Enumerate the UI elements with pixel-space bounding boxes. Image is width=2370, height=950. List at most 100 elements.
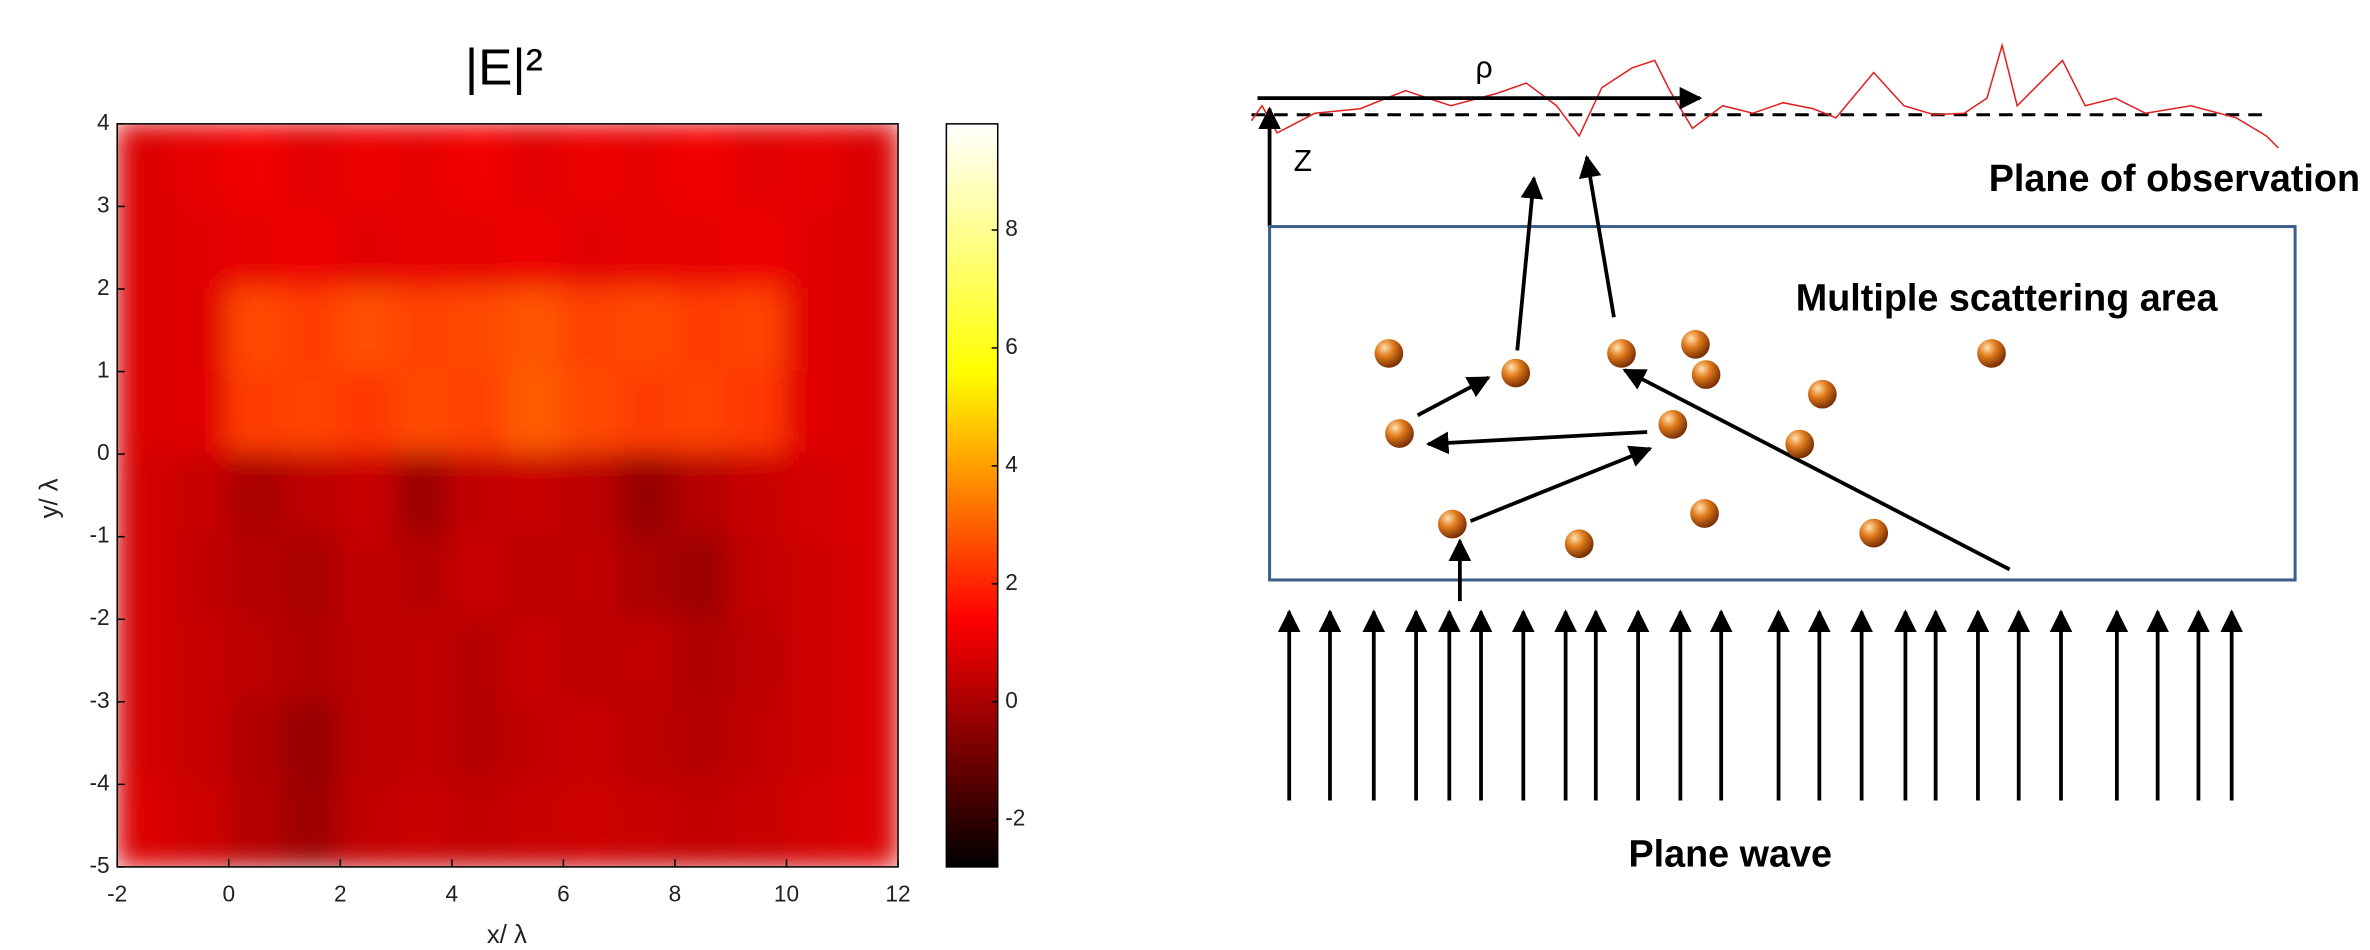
heat-cell <box>450 452 510 539</box>
scatterer <box>1564 529 1594 559</box>
heat-cell <box>450 535 510 621</box>
y-tick-label: -5 <box>90 852 110 878</box>
heat-cell <box>450 204 510 291</box>
heat-cell <box>283 204 342 291</box>
heat-cell <box>617 287 677 374</box>
heat-cell <box>450 123 510 208</box>
y-tick-label: 4 <box>97 109 110 135</box>
heatmap <box>117 123 899 867</box>
heat-cell <box>561 782 621 867</box>
scatterer <box>1501 358 1531 388</box>
heat-cell <box>394 287 454 374</box>
heat-cell <box>227 204 287 291</box>
scatter-arrow <box>1515 175 1544 351</box>
heatmap-cells <box>117 123 899 867</box>
heat-cell <box>784 782 844 867</box>
heat-cell <box>729 617 788 704</box>
heat-cell <box>784 204 844 291</box>
scatter-arrow <box>1469 445 1653 523</box>
heat-cell <box>171 700 231 786</box>
heat-cell <box>729 370 788 456</box>
heat-cell <box>338 370 398 456</box>
heat-cell <box>117 370 175 456</box>
heat-cell <box>840 204 899 291</box>
heat-cell <box>673 700 733 786</box>
heat-cell <box>283 370 342 456</box>
heat-cell <box>840 700 899 786</box>
y-tick-label: 1 <box>97 357 110 383</box>
heat-cell <box>617 782 677 867</box>
x-tick-label: 8 <box>669 881 682 907</box>
y-tick-label: -4 <box>90 769 110 795</box>
heat-cell <box>506 123 565 208</box>
heat-cell <box>729 700 788 786</box>
heat-cell <box>617 204 677 291</box>
heat-cell <box>450 617 510 704</box>
heat-cell <box>673 617 733 704</box>
heat-cell <box>506 535 565 621</box>
heat-cell <box>673 452 733 539</box>
x-tick-label: 6 <box>557 881 570 907</box>
heat-cell <box>617 535 677 621</box>
heat-cell <box>171 535 231 621</box>
x-axis-label: x/ λ <box>487 921 527 949</box>
heat-cell <box>617 123 677 208</box>
heat-cell <box>227 452 287 539</box>
heat-cell <box>673 123 733 208</box>
heat-cell <box>394 452 454 539</box>
rho-label: ρ <box>1475 51 1492 84</box>
heat-cell <box>338 617 398 704</box>
heat-cell <box>227 782 287 867</box>
colorbar-tick-label: 8 <box>1005 215 1018 241</box>
scatterer <box>1385 419 1414 448</box>
heat-cell <box>673 370 733 456</box>
heat-cell <box>394 535 454 621</box>
x-tick-label: 4 <box>446 881 459 907</box>
heat-cell <box>227 370 287 456</box>
heat-cell <box>171 123 231 208</box>
x-tick-label: -2 <box>107 881 127 907</box>
heat-cell <box>338 204 398 291</box>
heat-cell <box>117 287 175 374</box>
scattering-diagram: ρ Z Plane of observation Multiple scatte… <box>1250 42 2360 874</box>
plot-frame <box>116 123 899 868</box>
heat-cell <box>617 617 677 704</box>
chart-title: |E|² <box>465 39 543 96</box>
x-tick-label: 0 <box>222 881 235 907</box>
heat-cell <box>617 700 677 786</box>
heat-cell <box>117 700 175 786</box>
heat-cell <box>561 617 621 704</box>
heat-cell <box>561 287 621 374</box>
heat-cell <box>171 617 231 704</box>
heat-cell <box>283 700 342 786</box>
heat-cell <box>394 370 454 456</box>
scatter-arrow <box>1622 368 2011 572</box>
observation-label: Plane of observation <box>1989 157 2360 199</box>
y-tick-label: -1 <box>90 522 110 548</box>
heat-cell <box>394 617 454 704</box>
heat-cell <box>673 287 733 374</box>
heat-cell <box>283 782 342 867</box>
heat-cell <box>450 700 510 786</box>
scatterer <box>1808 379 1837 409</box>
heat-cell <box>227 123 287 208</box>
colorbar-tick-label: 4 <box>1005 451 1018 477</box>
heat-cell <box>561 370 621 456</box>
heat-cell <box>729 452 788 539</box>
heat-cell <box>784 535 844 621</box>
heat-cell <box>840 452 899 539</box>
heat-cell <box>673 535 733 621</box>
scatterer <box>1607 339 1636 368</box>
heat-cell <box>729 782 788 867</box>
colorbar <box>945 123 999 868</box>
x-tick-label: 10 <box>774 881 799 907</box>
heat-cell <box>784 617 844 704</box>
heat-cell <box>227 287 287 374</box>
heat-cell <box>784 370 844 456</box>
scatterer <box>1691 360 1721 389</box>
colorbar-tick-label: 6 <box>1005 333 1018 359</box>
heat-cell <box>171 287 231 374</box>
heat-cell <box>283 452 342 539</box>
heat-cell <box>729 123 788 208</box>
heat-cell <box>394 700 454 786</box>
